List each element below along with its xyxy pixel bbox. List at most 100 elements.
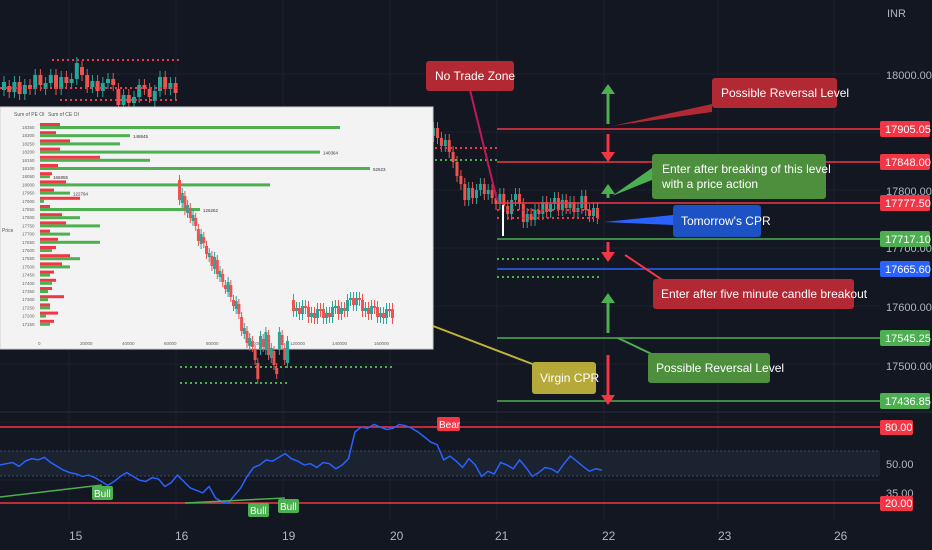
oi-strike: 17900 — [22, 199, 35, 204]
candle-body — [498, 194, 502, 204]
oi-ce-bar — [40, 298, 48, 302]
tomorrows-cpr-label: Tomorrow's CPR — [681, 214, 771, 228]
arrow-up-head — [601, 293, 615, 303]
price-tag-bg — [880, 330, 930, 346]
oi-strike: 17750 — [22, 223, 35, 228]
oi-strike: 18000 — [22, 182, 35, 187]
oi-pe-bar — [40, 311, 58, 315]
price-tag: 17717.10 — [885, 234, 931, 246]
virgin-cpr-box — [532, 362, 596, 394]
oi-strike: 17350 — [22, 289, 35, 294]
oi-ce-bar — [40, 183, 270, 187]
osc-tag: 80.00 — [885, 422, 913, 434]
price-tag: 17665.60 — [885, 264, 931, 276]
price-tag-bg — [880, 231, 930, 247]
candle-body — [541, 202, 545, 214]
candle-body — [514, 194, 517, 200]
candle-body — [137, 85, 142, 97]
price-tag: 17436.85 — [885, 396, 931, 408]
oi-x-tick: 80000 — [206, 341, 219, 346]
price-tag-bg — [880, 261, 930, 277]
price-tag-bg — [880, 121, 930, 137]
oi-ce-bar — [40, 249, 52, 252]
candle-body — [592, 208, 595, 216]
arrow-down-head — [601, 152, 615, 162]
candle-body — [183, 196, 187, 210]
oi-ce-bar — [40, 142, 120, 146]
candle-body — [334, 306, 337, 308]
candle-body — [269, 348, 273, 358]
oi-value: 140364 — [323, 151, 339, 156]
oi-legend-ce: Sum of CE OI — [48, 112, 79, 118]
enter-breaking-box — [652, 154, 826, 199]
oi-strike: 18150 — [22, 158, 35, 163]
candle-body — [367, 308, 370, 314]
candle-body — [358, 298, 361, 300]
oi-strike: 17150 — [22, 322, 35, 327]
callout-line — [469, 89, 498, 201]
enter-breaking-line-1: Enter after breaking of this level — [662, 162, 831, 176]
bull-signal: Bull — [280, 502, 297, 513]
oi-x-tick: 160000 — [374, 341, 390, 346]
candle-body — [280, 335, 284, 345]
candle-body — [463, 184, 467, 200]
oi-pe-bar — [40, 303, 50, 307]
possible-reversal-top-label: Possible Reversal Level — [721, 86, 849, 100]
oi-pe-bar — [40, 287, 52, 290]
candle-body — [352, 298, 355, 305]
oi-pe-bar — [40, 270, 54, 274]
candle-body — [521, 204, 525, 222]
candle-body — [259, 336, 262, 350]
candle-body — [298, 308, 301, 314]
candle-body — [436, 128, 439, 138]
oi-legend-pe: Sum of PE OI — [14, 112, 45, 118]
price-tick: 17500.00 — [886, 361, 932, 373]
oi-strike: 17500 — [22, 264, 35, 269]
osc-tag: 20.00 — [885, 498, 913, 510]
candle-body — [33, 75, 38, 89]
x-tick: 15 — [69, 529, 83, 543]
candle-body — [328, 313, 331, 317]
oi-pe-bar — [40, 319, 54, 323]
candle-body — [560, 200, 564, 210]
no-trade-zone-label: No Trade Zone — [435, 69, 515, 83]
candle-body — [121, 95, 126, 105]
candle-body — [361, 300, 364, 311]
x-tick: 19 — [282, 529, 296, 543]
candle-body — [549, 204, 553, 212]
candle-body — [178, 180, 181, 200]
candle-body — [340, 308, 343, 314]
candle-body — [186, 205, 190, 213]
callout-line — [432, 325, 536, 366]
oi-ce-bar — [40, 126, 340, 129]
oscillator-band — [0, 451, 880, 476]
candle-body — [85, 75, 90, 87]
price-tick: 17600.00 — [886, 302, 932, 314]
candle-body — [253, 350, 257, 360]
bull-signal: Bull — [250, 506, 267, 517]
candle-body — [215, 260, 219, 274]
oi-strike: 17400 — [22, 281, 35, 286]
osc-tick: 50.00 — [886, 459, 914, 471]
candle-body — [199, 234, 203, 244]
candle-body — [38, 75, 43, 85]
oi-ce-bar — [40, 224, 100, 228]
enter-five-min-label: Enter after five minute candle breakout — [661, 287, 868, 301]
time-axis: 15 16 19 20 21 22 23 26 — [69, 529, 848, 543]
candle-body — [337, 306, 340, 314]
candle-body — [517, 194, 521, 204]
oi-ce-bar — [40, 134, 130, 138]
candle-body — [264, 332, 268, 350]
candle-body — [191, 215, 195, 221]
candle-body — [221, 274, 225, 282]
candle-body — [245, 331, 249, 343]
candle-body — [443, 140, 447, 146]
price-tick: 18000.00 — [886, 70, 932, 82]
candle-body — [69, 79, 74, 83]
candle-body — [229, 285, 233, 297]
arrow-up-head — [601, 184, 615, 194]
oi-pe-bar — [40, 262, 62, 266]
oi-pe-bar — [40, 205, 50, 208]
price-tag: 17848.00 — [885, 157, 931, 169]
oi-strike: 17550 — [22, 256, 35, 261]
